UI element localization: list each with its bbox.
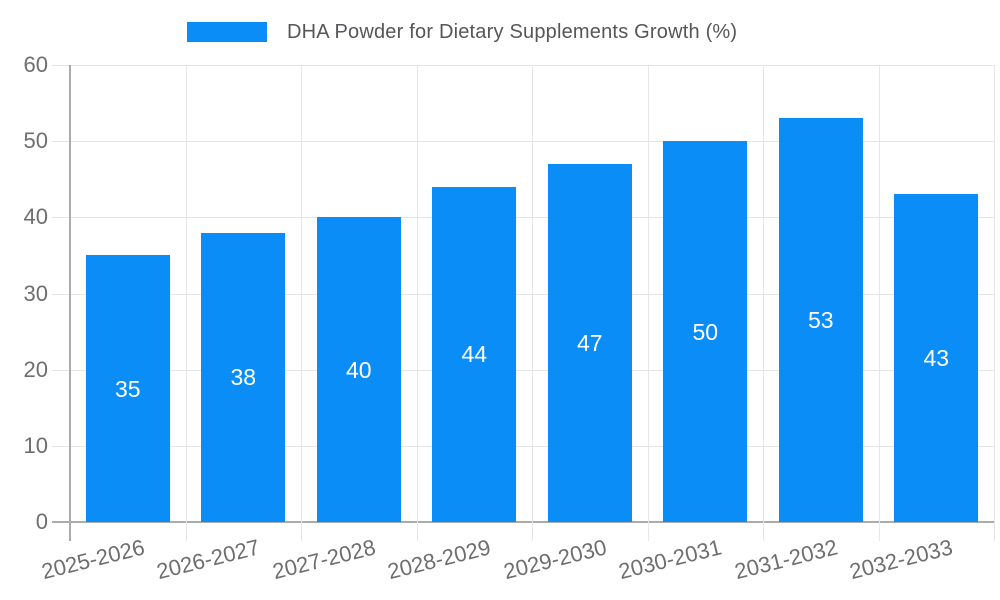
bar: 44 <box>432 186 517 522</box>
y-tick-label: 60 <box>23 52 48 77</box>
x-tick-label: 2025-2026 <box>38 534 147 585</box>
v-gridline <box>647 65 649 541</box>
v-gridline <box>185 65 187 541</box>
h-gridline <box>52 293 994 295</box>
bar-value-label: 50 <box>692 318 719 345</box>
y-tick-label: 20 <box>23 356 48 382</box>
h-gridline <box>52 141 994 143</box>
v-gridline <box>416 65 418 541</box>
v-gridline <box>994 65 995 541</box>
bar: 43 <box>894 194 979 522</box>
y-tick-label: 40 <box>23 204 48 230</box>
x-tick-label: 2031-2032 <box>731 534 840 585</box>
x-tick-label: 2028-2029 <box>385 534 494 585</box>
x-tick-label: 2027-2028 <box>269 534 378 585</box>
y-axis-line <box>69 65 71 541</box>
bar: 53 <box>778 118 863 522</box>
legend-label: DHA Powder for Dietary Supplements Growt… <box>287 21 738 43</box>
y-tick-label: 10 <box>23 432 48 458</box>
bar-value-label: 35 <box>114 375 141 402</box>
legend-swatch-icon <box>187 22 267 42</box>
bar: 38 <box>201 232 286 522</box>
h-gridline <box>52 65 994 66</box>
v-gridline <box>301 65 302 541</box>
x-tick-label: 2029-2030 <box>500 534 609 585</box>
h-gridline <box>52 217 994 219</box>
bar-value-label: 43 <box>923 345 950 372</box>
h-gridline <box>52 445 994 447</box>
bar-value-label: 53 <box>807 307 834 334</box>
bar-value-label: 40 <box>345 356 372 383</box>
v-gridline <box>878 65 880 541</box>
bar-value-label: 44 <box>461 341 488 368</box>
y-tick-label: 50 <box>23 128 48 154</box>
v-gridline <box>532 65 533 541</box>
bar-value-label: 38 <box>230 364 257 391</box>
y-tick-label: 30 <box>23 280 48 306</box>
v-gridline <box>763 65 764 541</box>
h-gridline <box>52 369 994 371</box>
x-tick-label: 2026-2027 <box>154 534 263 585</box>
x-tick-label: 2030-2031 <box>616 534 725 585</box>
bar: 47 <box>547 164 632 522</box>
bar: 50 <box>663 141 748 522</box>
x-axis-line <box>52 521 994 523</box>
x-tick-label: 2032-2033 <box>847 534 956 585</box>
chart-legend[interactable]: DHA Powder for Dietary Supplements Growt… <box>187 22 737 42</box>
bar: 40 <box>316 217 401 522</box>
y-tick-label: 0 <box>35 509 48 534</box>
bar: 35 <box>85 255 170 522</box>
bar-value-label: 47 <box>576 330 603 356</box>
